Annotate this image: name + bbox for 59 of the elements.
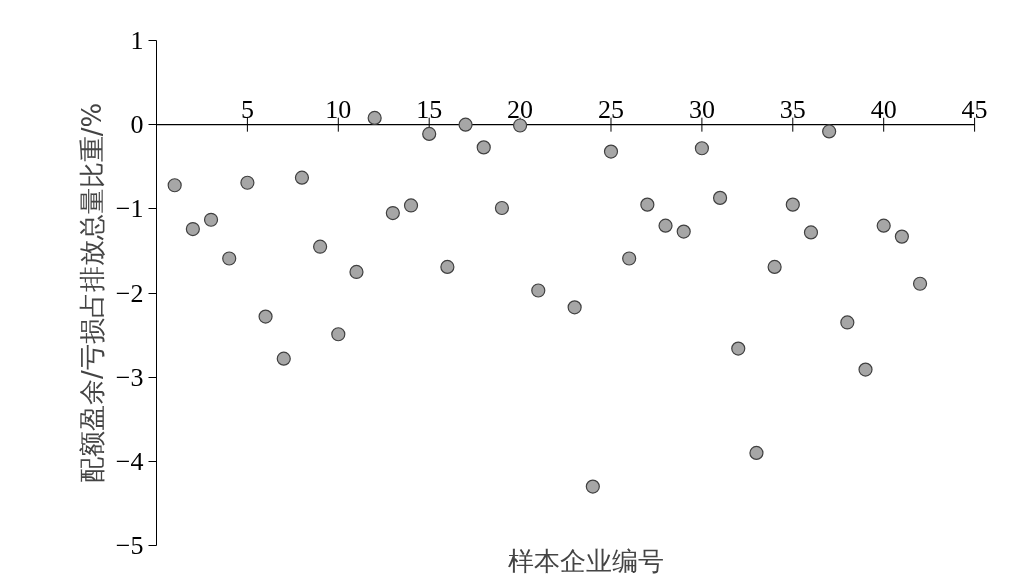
point [185, 221, 200, 237]
point [222, 251, 237, 266]
y-tick-label: 0 [130, 110, 144, 140]
x-tick-label: 10 [325, 94, 352, 124]
point [803, 225, 819, 240]
point [531, 283, 546, 298]
point [622, 251, 637, 266]
point [858, 362, 873, 377]
x-tick-label: 15 [416, 94, 443, 124]
y-tick-label: −3 [115, 362, 144, 392]
point [458, 117, 473, 132]
y-axis-title: 配额盈余/亏损占排放总量比重/% [76, 102, 107, 484]
point [767, 259, 782, 274]
y-tick-label: −1 [115, 194, 144, 224]
x-tick-label: 40 [870, 94, 897, 124]
point [603, 144, 619, 159]
point [712, 190, 728, 205]
point [676, 224, 691, 239]
point [585, 479, 600, 494]
point [240, 175, 255, 190]
point [476, 140, 491, 155]
y-tick-label: −5 [115, 531, 144, 560]
point [822, 124, 837, 139]
point [294, 170, 310, 185]
point [876, 218, 891, 233]
x-tick-label: 5 [240, 94, 254, 124]
point [167, 178, 182, 193]
point [331, 327, 346, 342]
x-tick-label: 30 [688, 94, 715, 124]
point [349, 264, 364, 280]
point [385, 205, 400, 221]
point [313, 239, 328, 254]
point [403, 198, 419, 213]
point [276, 351, 291, 366]
point [513, 118, 528, 133]
point [894, 229, 909, 244]
point [494, 200, 510, 216]
point [658, 218, 673, 233]
x-tick-label: 45 [961, 94, 988, 124]
point [840, 315, 855, 330]
point [258, 309, 273, 324]
point [731, 341, 746, 356]
point [367, 110, 382, 126]
y-tick-label: −4 [115, 446, 144, 476]
x-tick-label: 20 [507, 94, 534, 124]
point [912, 276, 928, 291]
y-tick-label: 1 [130, 26, 144, 55]
x-axis-title: 样本企业编号 [508, 545, 664, 576]
point [203, 212, 219, 227]
point [567, 300, 582, 315]
point [785, 197, 800, 212]
x-tick-label: 25 [598, 94, 624, 124]
point [422, 126, 437, 142]
y-tick-label: −2 [115, 278, 144, 308]
x-tick-label: 35 [779, 94, 806, 124]
point [640, 197, 655, 212]
point [749, 445, 764, 460]
point [440, 259, 455, 274]
point [694, 141, 709, 156]
